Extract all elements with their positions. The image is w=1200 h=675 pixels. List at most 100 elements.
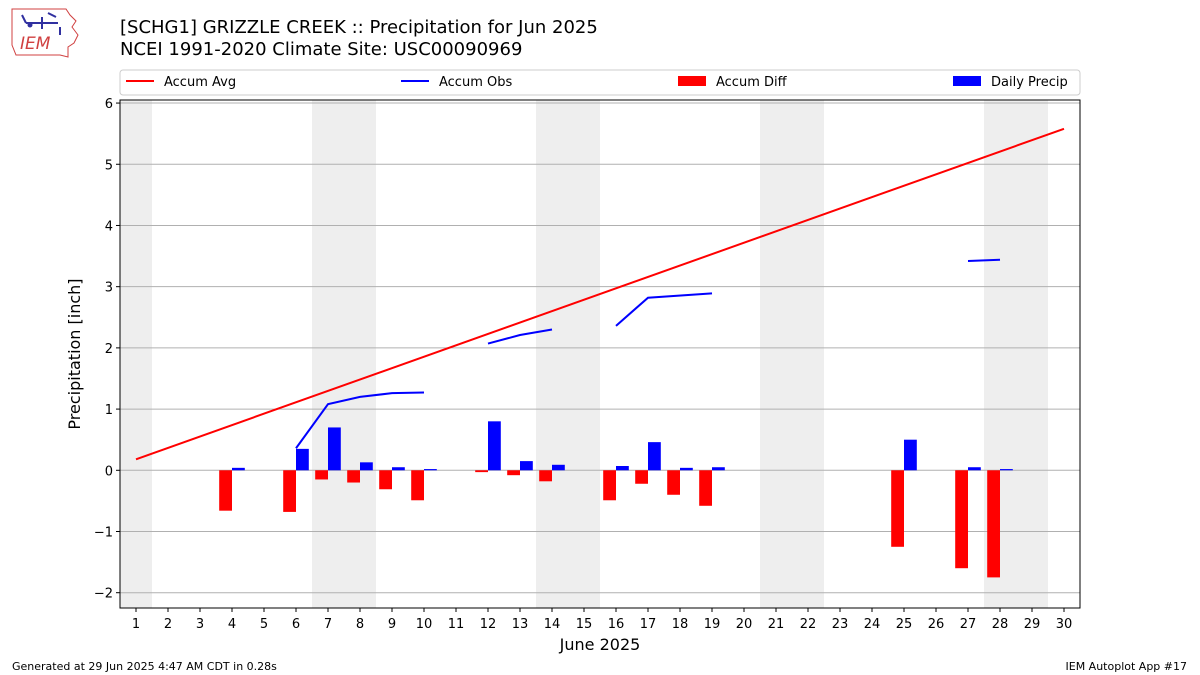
y-tick-label: 0: [105, 464, 113, 479]
daily-precip-bar: [488, 421, 501, 471]
x-tick-label: 14: [544, 617, 561, 632]
weekend-shade: [312, 100, 344, 608]
daily-precip-bar: [232, 467, 245, 471]
x-tick-label: 15: [576, 617, 593, 632]
accum-diff-bar: [347, 470, 360, 483]
y-tick-label: −2: [94, 587, 113, 602]
y-tick-label: 1: [105, 403, 113, 418]
x-tick-label: 22: [800, 617, 817, 632]
x-tick-label: 12: [480, 617, 497, 632]
daily-precip-bar: [1000, 469, 1013, 471]
daily-precip-bar: [968, 467, 981, 471]
y-tick-label: 4: [105, 219, 113, 234]
legend-accum-diff-label: Accum Diff: [716, 75, 788, 90]
chart-subtitle: NCEI 1991-2020 Climate Site: USC00090969: [120, 39, 523, 60]
accum-obs-line: [487, 328, 553, 345]
daily-precip-bar: [680, 467, 693, 471]
y-tick-label: 5: [105, 158, 113, 173]
x-tick-label: 16: [608, 617, 625, 632]
x-tick-label: 28: [992, 617, 1009, 632]
logo-text: IEM: [20, 34, 51, 54]
legend-accum-diff-swatch: [678, 76, 706, 86]
y-tick-label: 2: [105, 342, 113, 357]
accum-diff-bar: [315, 470, 328, 480]
weekend-shade: [760, 100, 792, 608]
accum-diff-bar: [603, 470, 616, 501]
x-tick-label: 4: [228, 617, 236, 632]
generated-note: Generated at 29 Jun 2025 4:47 AM CDT in …: [12, 660, 277, 673]
daily-precip-bar: [360, 462, 373, 471]
legend-accum-avg-label: Accum Avg: [164, 75, 236, 90]
legend-daily-precip-swatch: [953, 76, 981, 86]
x-tick-label: 24: [864, 617, 881, 632]
y-tick-label: 6: [105, 97, 113, 112]
x-tick-label: 11: [448, 617, 465, 632]
weekend-shade: [568, 100, 600, 608]
y-axis-label: Precipitation [inch]: [65, 278, 84, 429]
x-tick-label: 30: [1056, 617, 1073, 632]
accum-diff-bar: [635, 470, 648, 484]
plot-frame: [119, 99, 1081, 609]
legend-box: [119, 69, 1081, 96]
daily-precip-bar: [520, 461, 533, 471]
accum-obs-line: [615, 292, 713, 327]
daily-precip-bar: [296, 448, 309, 471]
x-tick-label: 8: [356, 617, 364, 632]
app-note: IEM Autoplot App #17: [1065, 660, 1188, 673]
x-tick-label: 18: [672, 617, 689, 632]
x-tick-label: 25: [896, 617, 913, 632]
x-tick-label: 9: [388, 617, 396, 632]
x-tick-label: 2: [164, 617, 172, 632]
accum-diff-bar: [219, 470, 232, 511]
weekend-shade: [536, 100, 568, 608]
x-tick-label: 19: [704, 617, 721, 632]
daily-precip-bar: [712, 467, 725, 471]
accum-obs-line: [295, 391, 425, 449]
y-tick-label: 3: [105, 281, 113, 296]
iowa-outline-icon: [11, 8, 79, 58]
daily-precip-bar: [616, 466, 629, 471]
accum-diff-bar: [667, 470, 680, 495]
accum-diff-bar: [539, 470, 552, 482]
accum-obs-line: [967, 258, 1001, 262]
accum-diff-bar: [987, 470, 1000, 578]
x-tick-label: 27: [960, 617, 977, 632]
daily-precip-bar: [424, 469, 437, 471]
x-tick-label: 7: [324, 617, 332, 632]
daily-precip-bar: [328, 427, 341, 471]
accum-diff-bar: [379, 470, 392, 490]
x-tick-label: 13: [512, 617, 529, 632]
accum-diff-bar: [955, 470, 968, 569]
weekend-shade: [120, 100, 152, 608]
weekend-shade: [1016, 100, 1048, 608]
x-tick-label: 29: [1024, 617, 1041, 632]
x-tick-label: 5: [260, 617, 268, 632]
legend-accum-obs-label: Accum Obs: [439, 75, 512, 90]
x-tick-label: 21: [768, 617, 785, 632]
x-tick-label: 20: [736, 617, 753, 632]
x-axis-label: June 2025: [559, 635, 641, 654]
x-tick-label: 26: [928, 617, 945, 632]
x-tick-label: 1: [132, 617, 140, 632]
iem-logo: IEM: [11, 8, 79, 58]
chart-title: [SCHG1] GRIZZLE CREEK :: Precipitation f…: [120, 17, 598, 38]
accum-diff-bar: [475, 470, 488, 473]
x-tick-label: 17: [640, 617, 657, 632]
weather-station-icon: [21, 12, 61, 35]
accum-diff-bar: [411, 470, 424, 501]
daily-precip-bar: [392, 467, 405, 471]
weekend-shade: [344, 100, 376, 608]
x-tick-label: 23: [832, 617, 849, 632]
y-tick-label: −1: [94, 525, 113, 540]
daily-precip-bar: [648, 442, 661, 471]
accum-diff-bar: [699, 470, 712, 506]
daily-precip-bar: [904, 439, 917, 471]
x-tick-label: 3: [196, 617, 204, 632]
x-tick-label: 6: [292, 617, 300, 632]
accum-diff-bar: [891, 470, 904, 547]
accum-diff-bar: [507, 470, 520, 476]
accum-diff-bar: [283, 470, 296, 512]
accum-avg-line: [135, 127, 1065, 461]
daily-precip-bar: [552, 464, 565, 471]
